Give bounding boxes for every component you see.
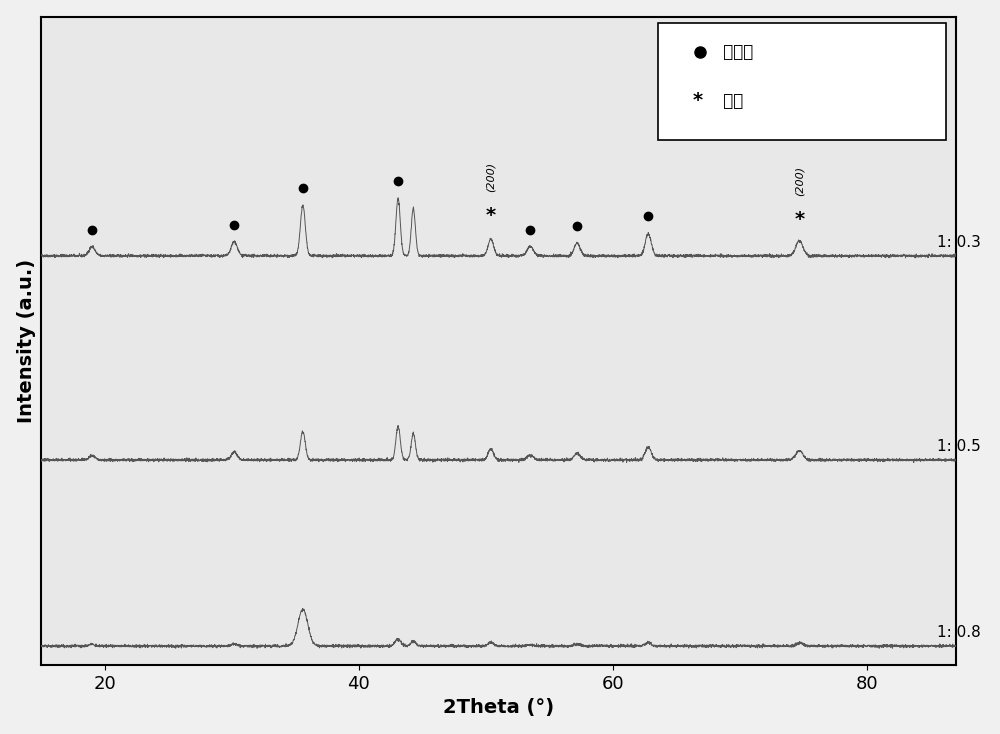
Y-axis label: Intensity (a.u.): Intensity (a.u.) <box>17 259 36 423</box>
Text: (200): (200) <box>486 162 496 192</box>
X-axis label: 2Theta (°): 2Theta (°) <box>443 698 554 717</box>
Text: (200): (200) <box>794 166 804 196</box>
FancyBboxPatch shape <box>658 23 946 140</box>
Text: 氧化物: 氧化物 <box>718 43 753 62</box>
Text: 合金: 合金 <box>718 92 743 110</box>
Text: 1: 0.8: 1: 0.8 <box>937 625 980 640</box>
Text: *: * <box>693 92 703 110</box>
Text: *: * <box>486 206 496 225</box>
Text: 1: 0.3: 1: 0.3 <box>937 235 980 250</box>
Text: *: * <box>794 210 804 229</box>
Text: 1: 0.5: 1: 0.5 <box>937 439 980 454</box>
